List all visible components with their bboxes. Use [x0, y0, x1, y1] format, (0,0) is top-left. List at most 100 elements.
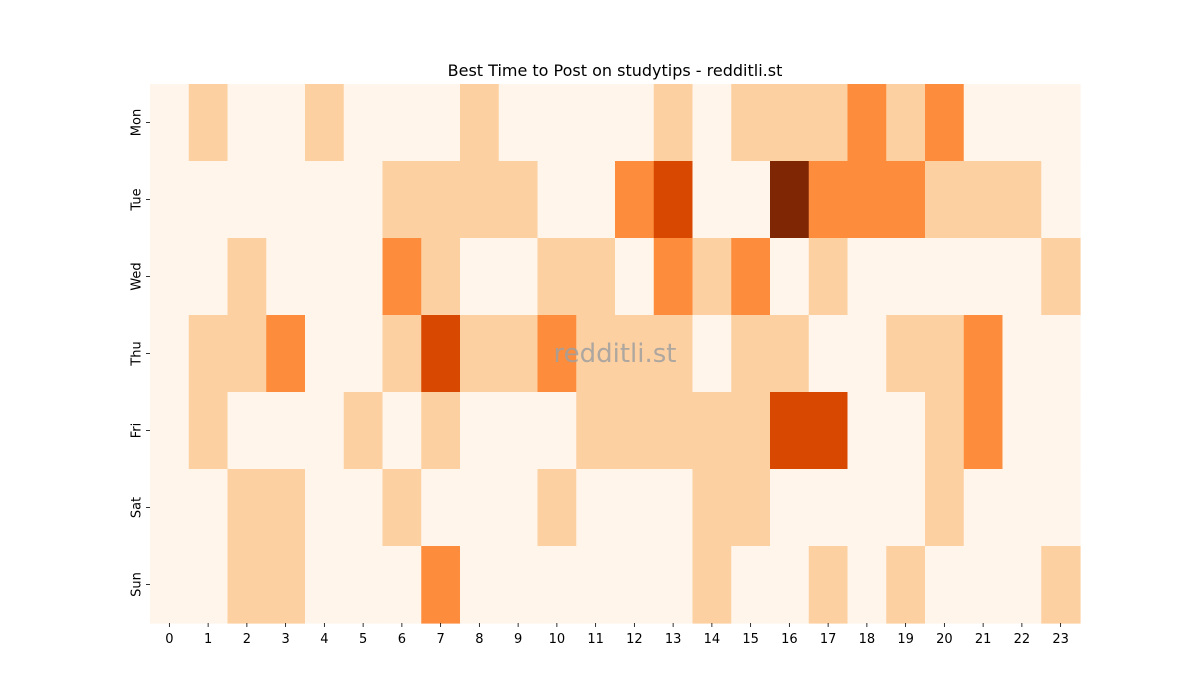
x-tick-label-22: 22 — [1014, 632, 1031, 647]
heatmap-cell-sun-21 — [963, 546, 1004, 624]
heatmap-cell-sun-7 — [421, 546, 461, 624]
heatmap-cell-mon-18 — [847, 84, 887, 162]
heatmap-cell-sun-13 — [653, 546, 694, 624]
heatmap-cell-wed-12 — [615, 238, 655, 316]
heatmap-cell-tue-12 — [615, 161, 655, 239]
heatmap-cell-sat-18 — [847, 469, 887, 547]
heatmap-cell-sun-14 — [692, 546, 732, 624]
heatmap-cell-sat-9 — [498, 469, 539, 547]
heatmap-cell-wed-15 — [731, 238, 771, 316]
heatmap-cell-tue-16 — [770, 161, 810, 239]
heatmap-cell-tue-0 — [150, 161, 190, 239]
x-tick-label-21: 21 — [975, 632, 992, 647]
heatmap-cell-wed-20 — [925, 238, 965, 316]
heatmap-cell-thu-3 — [266, 315, 306, 393]
heatmap-cell-wed-13 — [653, 238, 694, 316]
heatmap-cell-fri-7 — [421, 392, 461, 470]
x-tick-label-3: 3 — [281, 632, 289, 647]
heatmap-cell-fri-2 — [227, 392, 267, 470]
heatmap-cell-thu-4 — [305, 315, 345, 393]
x-tick-label-10: 10 — [549, 632, 566, 647]
heatmap-cell-wed-14 — [692, 238, 732, 316]
heatmap-cell-fri-10 — [537, 392, 577, 470]
heatmap-cell-mon-4 — [305, 84, 345, 162]
heatmap-cell-fri-16 — [770, 392, 810, 470]
heatmap-cell-thu-7 — [421, 315, 461, 393]
heatmap-cell-fri-0 — [150, 392, 190, 470]
heatmap-cell-mon-5 — [343, 84, 384, 162]
heatmap-cell-fri-20 — [925, 392, 965, 470]
x-tick-label-16: 16 — [781, 632, 798, 647]
heatmap-cell-wed-7 — [421, 238, 461, 316]
heatmap-cell-fri-6 — [382, 392, 422, 470]
heatmap-cell-tue-8 — [460, 161, 500, 239]
heatmap-cell-sat-5 — [343, 469, 384, 547]
heatmap-cell-wed-23 — [1041, 238, 1081, 316]
heatmap-cell-wed-10 — [537, 238, 577, 316]
heatmap-cell-mon-10 — [537, 84, 577, 162]
y-tick-label-mon: Mon — [130, 109, 145, 136]
heatmap-cell-mon-3 — [266, 84, 306, 162]
heatmap-cell-thu-22 — [1002, 315, 1042, 393]
heatmap-cell-wed-16 — [770, 238, 810, 316]
heatmap-cell-tue-17 — [808, 161, 849, 239]
heatmap-cell-wed-17 — [808, 238, 849, 316]
heatmap-cell-wed-11 — [576, 238, 616, 316]
heatmap-cell-tue-19 — [886, 161, 926, 239]
heatmap-cell-wed-6 — [382, 238, 422, 316]
heatmap-cell-sun-15 — [731, 546, 771, 624]
heatmap-cell-sun-19 — [886, 546, 926, 624]
heatmap-cell-thu-9 — [498, 315, 539, 393]
heatmap-cell-wed-21 — [963, 238, 1004, 316]
x-tick-label-23: 23 — [1052, 632, 1069, 647]
heatmap-cell-sat-12 — [615, 469, 655, 547]
heatmap-cell-fri-19 — [886, 392, 926, 470]
heatmap-cell-fri-18 — [847, 392, 887, 470]
heatmap-cell-mon-14 — [692, 84, 732, 162]
heatmap-cell-fri-8 — [460, 392, 500, 470]
heatmap-cell-sun-9 — [498, 546, 539, 624]
heatmap-cell-tue-3 — [266, 161, 306, 239]
heatmap-cell-mon-19 — [886, 84, 926, 162]
heatmap-cell-sun-23 — [1041, 546, 1081, 624]
x-tick-label-12: 12 — [626, 632, 643, 647]
heatmap-cell-thu-1 — [188, 315, 229, 393]
heatmap-cell-wed-18 — [847, 238, 887, 316]
heatmap-cell-fri-5 — [343, 392, 384, 470]
heatmap-cell-tue-2 — [227, 161, 267, 239]
heatmap-cell-sun-18 — [847, 546, 887, 624]
x-tick-label-6: 6 — [398, 632, 406, 647]
heatmap-cell-mon-6 — [382, 84, 422, 162]
heatmap-cell-fri-1 — [188, 392, 229, 470]
heatmap-cell-tue-1 — [188, 161, 229, 239]
heatmap-cell-mon-20 — [925, 84, 965, 162]
heatmap-cell-tue-14 — [692, 161, 732, 239]
x-tick-label-8: 8 — [475, 632, 483, 647]
chart-title: Best Time to Post on studytips - redditl… — [448, 61, 783, 80]
heatmap-cell-sat-7 — [421, 469, 461, 547]
heatmap-cell-thu-8 — [460, 315, 500, 393]
heatmap-cell-thu-21 — [963, 315, 1004, 393]
heatmap-cell-mon-21 — [963, 84, 1004, 162]
heatmap-cell-thu-23 — [1041, 315, 1081, 393]
heatmap-cell-tue-6 — [382, 161, 422, 239]
heatmap-cell-fri-11 — [576, 392, 616, 470]
x-tick-label-18: 18 — [859, 632, 876, 647]
heatmap-cell-tue-9 — [498, 161, 539, 239]
heatmap-cell-thu-18 — [847, 315, 887, 393]
x-tick-label-13: 13 — [665, 632, 682, 647]
heatmap-cell-sun-10 — [537, 546, 577, 624]
heatmap-cell-sun-4 — [305, 546, 345, 624]
x-tick-label-7: 7 — [436, 632, 444, 647]
y-axis-ticks: Mon Tue Wed Thu Fri Sat Sun — [130, 109, 150, 597]
heatmap-cell-mon-12 — [615, 84, 655, 162]
heatmap-cell-sat-22 — [1002, 469, 1042, 547]
heatmap-cell-fri-12 — [615, 392, 655, 470]
heatmap-cell-mon-0 — [150, 84, 190, 162]
heatmap-cell-wed-1 — [188, 238, 229, 316]
heatmap-cell-thu-15 — [731, 315, 771, 393]
heatmap-cell-sun-16 — [770, 546, 810, 624]
heatmap-cell-mon-11 — [576, 84, 616, 162]
heatmap-cell-wed-5 — [343, 238, 384, 316]
